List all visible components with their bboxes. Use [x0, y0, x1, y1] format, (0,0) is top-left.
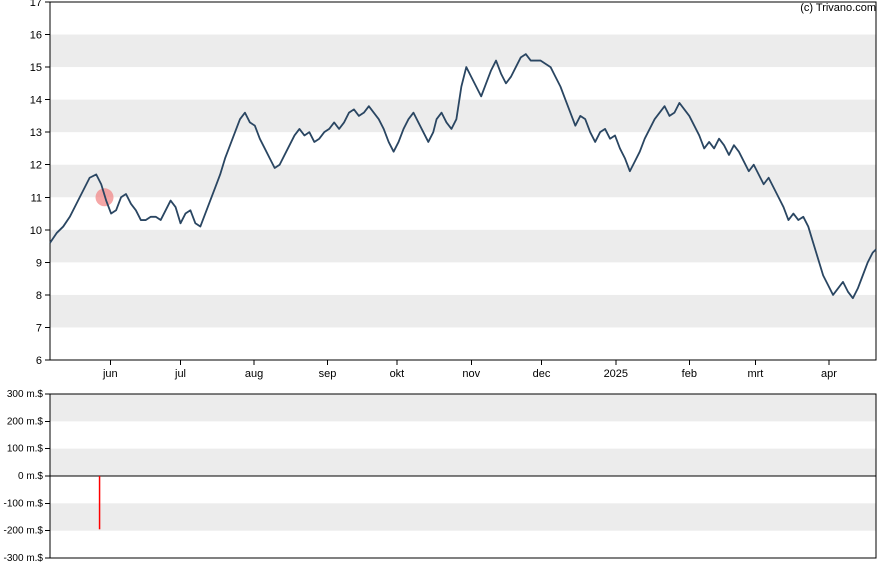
grid-band [50, 449, 876, 476]
grid-band [50, 503, 876, 530]
y-tick-label: 13 [30, 127, 42, 139]
y-tick-label: 300 m.$ [7, 389, 44, 400]
x-tick-label: apr [821, 368, 837, 380]
grid-band [50, 394, 876, 421]
y-tick-label: 17 [30, 0, 42, 9]
y-tick-label: 9 [36, 257, 42, 269]
x-tick-label: mrt [747, 368, 763, 380]
y-tick-label: 16 [30, 30, 42, 42]
y-tick-label: 7 [36, 322, 42, 334]
grid-band [50, 35, 876, 68]
y-tick-label: 11 [31, 192, 42, 204]
grid-band [50, 230, 876, 263]
volume-chart: -300 m.$ -200 m.$ -100 m.$ 0 m.$ 100 m.$ 200 … [4, 389, 876, 564]
x-tick-label: aug [245, 368, 263, 380]
x-tick-label: nov [462, 368, 480, 380]
x-tick-label: dec [533, 368, 551, 380]
y-tick-label: 0 m.$ [18, 471, 43, 482]
x-tick-label: jun [102, 368, 118, 380]
y-tick-label: 100 m.$ [7, 444, 44, 455]
y-tick-label: 200 m.$ [7, 416, 44, 427]
stock-chart-container: (c) Trivano.com 6 7 8 9 10 11 12 13 14 15 16 17 jun j… [0, 0, 888, 565]
y-tick-label: -300 m.$ [4, 553, 44, 564]
y-tick-label: 8 [36, 290, 42, 302]
y-tick-label: -100 m.$ [4, 498, 44, 509]
price-chart: 6 7 8 9 10 11 12 13 14 15 16 17 jun jul aug sep okt nov de… [30, 0, 876, 380]
x-tick-label: 2025 [604, 368, 628, 380]
y-tick-label: 14 [30, 95, 42, 107]
y-tick-label: 10 [30, 225, 42, 237]
x-tick-label: feb [682, 368, 697, 380]
grid-band [50, 165, 876, 198]
x-tick-label: sep [319, 368, 337, 380]
watermark-text: (c) Trivano.com [800, 2, 876, 14]
grid-band [50, 100, 876, 133]
chart-svg: 6 7 8 9 10 11 12 13 14 15 16 17 jun jul aug sep okt nov de… [0, 0, 888, 565]
y-tick-label: 12 [30, 160, 42, 172]
y-tick-label: 15 [30, 62, 42, 74]
grid-band [50, 295, 876, 328]
x-tick-label: jul [174, 368, 186, 380]
y-tick-label: 6 [36, 355, 42, 367]
y-tick-label: -200 m.$ [4, 526, 44, 537]
x-tick-label: okt [390, 368, 405, 380]
